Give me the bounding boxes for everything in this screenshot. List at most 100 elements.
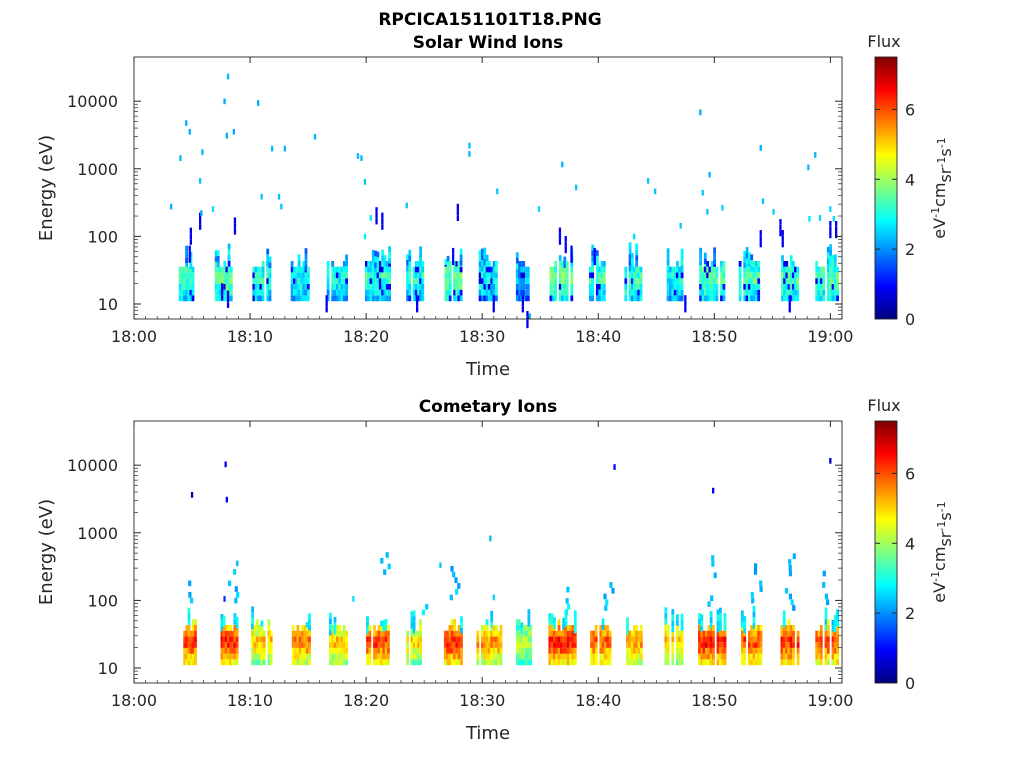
heatmap-cell: [779, 224, 782, 231]
heatmap-cell: [251, 653, 254, 660]
heatmap-cell: [548, 642, 552, 648]
heatmap-cell: [267, 642, 271, 648]
heatmap-cell: [555, 659, 559, 666]
heatmap-cell: [664, 625, 668, 631]
heatmap-cell: [219, 278, 222, 284]
heatmap-cell: [453, 266, 456, 273]
heatmap-cell: [443, 648, 447, 654]
heatmap-cell: [630, 659, 634, 666]
heatmap-cell: [298, 653, 302, 660]
heatmap-cell: [373, 653, 376, 660]
heatmap-cell: [419, 653, 422, 660]
heatmap-cell: [365, 295, 368, 302]
heatmap-cell: [387, 659, 390, 666]
heatmap-cell: [600, 289, 604, 296]
heatmap-cell: [594, 625, 598, 631]
x-tick-label: 18:20: [343, 327, 389, 346]
heatmap-cell: [227, 266, 231, 273]
heatmap-cell: [548, 648, 552, 654]
heatmap-cell: [833, 626, 837, 633]
heatmap-cell: [291, 636, 295, 643]
heatmap-cell: [219, 289, 222, 296]
heatmap-cell: [831, 642, 835, 648]
heatmap-cell: [333, 648, 337, 654]
heatmap-cell: [300, 272, 303, 279]
heatmap-cell: [453, 289, 456, 296]
heatmap-cell: [261, 284, 265, 290]
heatmap-cell: [752, 266, 756, 273]
heatmap-cell: [297, 266, 301, 273]
heatmap-cell: [453, 653, 456, 660]
heatmap-cell: [722, 284, 726, 290]
heatmap-cell: [783, 289, 786, 296]
heatmap-cell: [296, 642, 300, 648]
heatmap-cell: [561, 261, 564, 267]
heatmap-cell: [710, 261, 714, 267]
heatmap-cell: [414, 272, 418, 279]
heatmap-cell: [635, 642, 639, 648]
heatmap-cell: [417, 289, 420, 296]
heatmap-cell: [527, 653, 533, 660]
heatmap-cell: [723, 642, 727, 648]
heatmap-cell: [676, 289, 679, 296]
heatmap-cell: [666, 642, 670, 648]
heatmap-cell: [593, 247, 596, 254]
heatmap-cell: [558, 233, 562, 239]
heatmap-cell: [781, 289, 784, 296]
heatmap-cell: [455, 295, 459, 302]
heatmap-cell: [326, 295, 330, 302]
heatmap-cell: [709, 611, 713, 617]
heatmap-cell: [722, 289, 726, 296]
heatmap-cell: [548, 630, 552, 637]
heatmap-cell: [626, 642, 629, 648]
heatmap-cell: [738, 261, 742, 267]
heatmap-cell: [833, 653, 837, 660]
heatmap-cell: [671, 266, 675, 273]
heatmap-cell: [808, 215, 811, 222]
heatmap-cell: [269, 648, 273, 654]
heatmap-cell: [630, 630, 634, 637]
heatmap-cell: [761, 198, 765, 205]
heatmap-cell: [549, 295, 553, 302]
heatmap-cell: [664, 636, 668, 643]
heatmap-cell: [290, 266, 294, 273]
heatmap-cell: [227, 261, 231, 267]
heatmap-cell: [781, 255, 784, 261]
heatmap-cell: [666, 295, 670, 302]
heatmap-cell: [490, 295, 494, 302]
heatmap-cell: [268, 272, 272, 279]
heatmap-cell: [815, 272, 819, 279]
heatmap-cell: [592, 659, 596, 666]
y-tick-label: 10000: [67, 456, 118, 475]
heatmap-cell: [709, 616, 713, 623]
heatmap-cell: [829, 226, 832, 233]
heatmap-cell: [496, 188, 499, 195]
heatmap-cell: [490, 266, 494, 273]
heatmap-cell: [291, 659, 295, 666]
heatmap-cell: [666, 265, 670, 272]
heatmap-cell: [408, 272, 412, 279]
heatmap-cell: [752, 611, 756, 618]
heatmap-cell: [338, 266, 342, 273]
heatmap-cell: [188, 128, 191, 135]
heatmap-cell: [707, 642, 711, 648]
heatmap-cell: [252, 284, 256, 290]
heatmap-cell: [460, 636, 463, 643]
heatmap-cell: [757, 653, 761, 660]
heatmap-cell: [290, 284, 294, 290]
heatmap-cell: [721, 659, 725, 666]
heatmap-cell: [417, 278, 420, 284]
heatmap-cell: [483, 630, 487, 637]
heatmap-cell: [564, 620, 568, 627]
heatmap-cell: [376, 251, 380, 258]
heatmap-cell: [707, 630, 711, 637]
heatmap-cell: [425, 603, 429, 610]
heatmap-cell: [455, 642, 459, 648]
heatmap-cell: [562, 648, 566, 654]
heatmap-cell: [784, 587, 789, 594]
heatmap-cell: [721, 630, 725, 637]
heatmap-cell: [224, 659, 228, 666]
heatmap-cell: [639, 295, 643, 302]
heatmap-cell: [639, 266, 643, 273]
heatmap-cell: [713, 278, 716, 284]
